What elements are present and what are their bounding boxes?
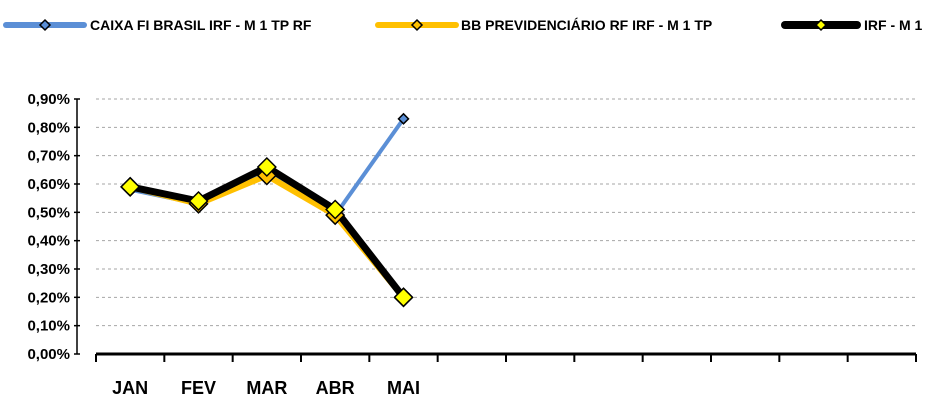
y-tick-label: 0,30% [27, 261, 70, 278]
y-tick-label: 0,90% [27, 91, 70, 108]
series-group [120, 112, 414, 308]
y-tick-label: 0,50% [27, 204, 70, 221]
data-point-marker [393, 287, 414, 308]
legend-label: BB PREVIDENCIÁRIO RF IRF - M 1 TP [461, 17, 712, 33]
series-line [126, 163, 407, 301]
legend-label: IRF - M 1 [864, 17, 923, 33]
y-tick-label: 0,70% [27, 148, 70, 165]
y-tick-label: 0,00% [27, 346, 70, 363]
data-point-marker [325, 199, 346, 220]
y-tick-label: 0,60% [27, 176, 70, 193]
x-tick-label: MAR [246, 378, 287, 398]
gridlines [96, 98, 916, 327]
data-point-marker [188, 190, 209, 212]
x-tick-label: FEV [181, 378, 216, 398]
y-tick-label: 0,20% [27, 289, 70, 306]
y-axis: 0,00% 0,10% 0,20% 0,30% 0,40% 0,50% 0,60% 0,70%… [27, 91, 80, 363]
y-tick-label: 0,10% [27, 318, 70, 335]
data-point-marker [120, 176, 141, 197]
legend: CAIXA FI BRASIL IRF - M 1 TP RF BB PREVID… [3, 17, 923, 33]
legend-label: CAIXA FI BRASIL IRF - M 1 TP RF [90, 17, 312, 33]
legend-swatch-marker [814, 18, 828, 32]
legend-swatch-marker [410, 18, 424, 32]
legend-swatch-marker [38, 18, 52, 32]
y-tick-label: 0,80% [27, 119, 70, 136]
x-tick-label: JAN [112, 378, 148, 398]
y-tick-label: 0,40% [27, 233, 70, 250]
data-point-marker [256, 156, 277, 178]
x-tick-label: ABR [316, 378, 355, 398]
data-point-marker [397, 112, 410, 125]
x-tick-label: MAI [387, 378, 420, 398]
x-axis: JAN FEV MAR ABR MAI [95, 352, 917, 398]
